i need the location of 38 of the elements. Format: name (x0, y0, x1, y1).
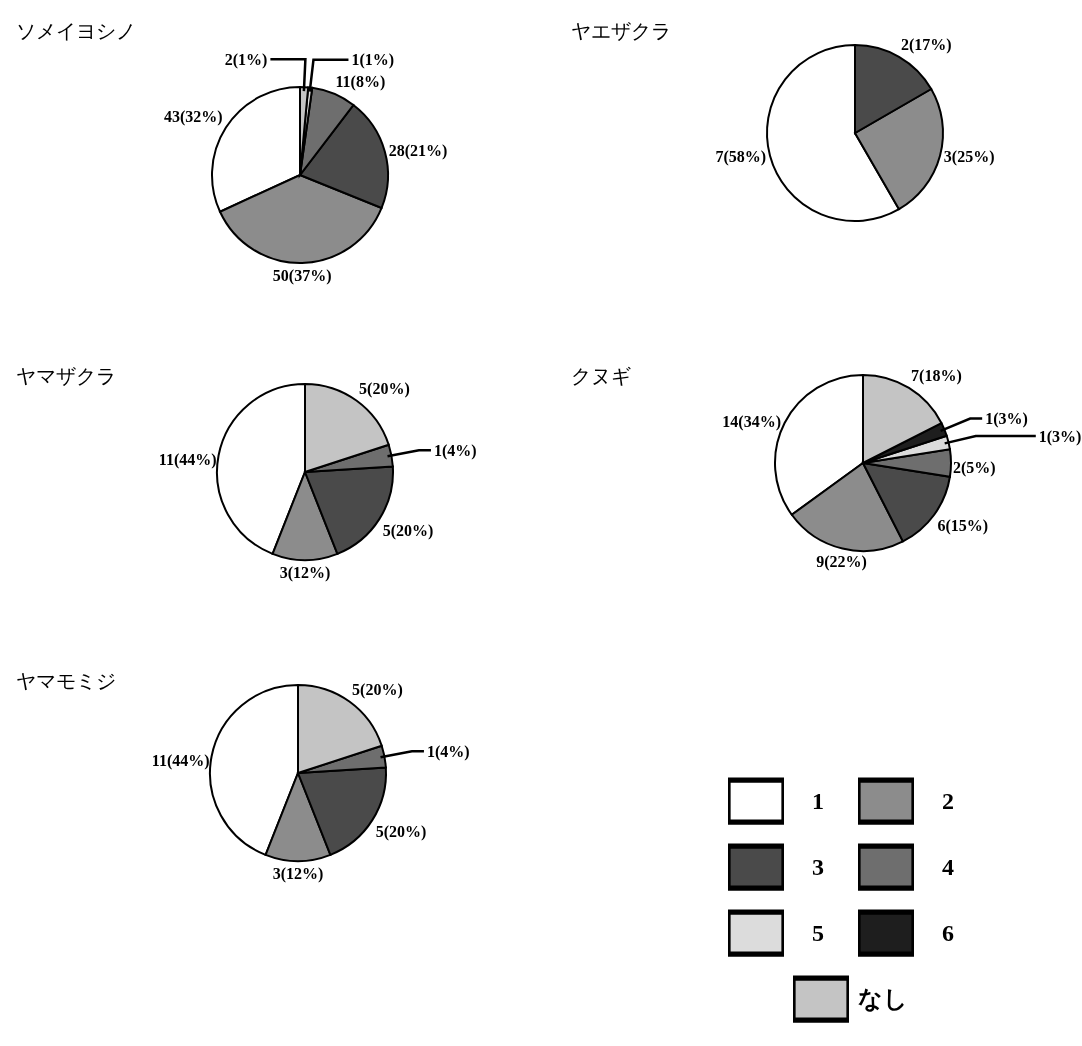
data-label: 2(17%) (901, 36, 952, 55)
legend-label: 4 (941, 853, 955, 881)
legend-label: 3 (811, 853, 825, 881)
data-label: 2(1%) (224, 50, 268, 69)
data-label: 28(21%) (388, 142, 448, 161)
data-label: 3(12%) (279, 564, 331, 583)
data-label: 3(25%) (943, 148, 995, 167)
chart-title: ソメイヨシノ (16, 18, 136, 45)
data-label: 11(8%) (335, 72, 386, 91)
chart-title: ヤマザクラ (16, 363, 116, 390)
data-label: 3(12%) (272, 865, 324, 884)
chart-title: ヤエザクラ (571, 18, 671, 45)
data-label: 1(1%) (351, 51, 395, 70)
data-label: 7(58%) (715, 148, 767, 167)
data-label: 14(34%) (722, 412, 782, 431)
legend-label: 5 (811, 919, 825, 947)
data-label: 2(5%) (953, 458, 996, 477)
data-label: 11(44%) (158, 450, 217, 469)
data-label: 5(20%) (375, 822, 427, 841)
data-label: 1(4%) (426, 742, 470, 761)
legend-label: 1 (811, 787, 825, 815)
data-label: 1(4%) (433, 441, 477, 460)
data-label: 43(32%) (163, 108, 223, 127)
data-label: 50(37%) (272, 267, 332, 286)
chart-title: ヤマモミジ (16, 668, 116, 695)
data-label: 5(20%) (359, 380, 410, 399)
data-label: 11(44%) (151, 751, 210, 770)
legend-label: 6 (941, 919, 955, 947)
data-label: 1(3%) (985, 410, 1028, 429)
legend-label: 2 (941, 787, 955, 815)
data-label: 1(3%) (1038, 427, 1082, 446)
chart-title: クヌギ (571, 363, 631, 390)
data-label: 5(20%) (382, 521, 434, 540)
legend-label: なし (857, 985, 909, 1014)
data-label: 9(22%) (816, 552, 867, 571)
data-label: 6(15%) (937, 517, 989, 536)
data-label: 5(20%) (352, 681, 403, 700)
data-label: 7(18%) (911, 367, 962, 386)
